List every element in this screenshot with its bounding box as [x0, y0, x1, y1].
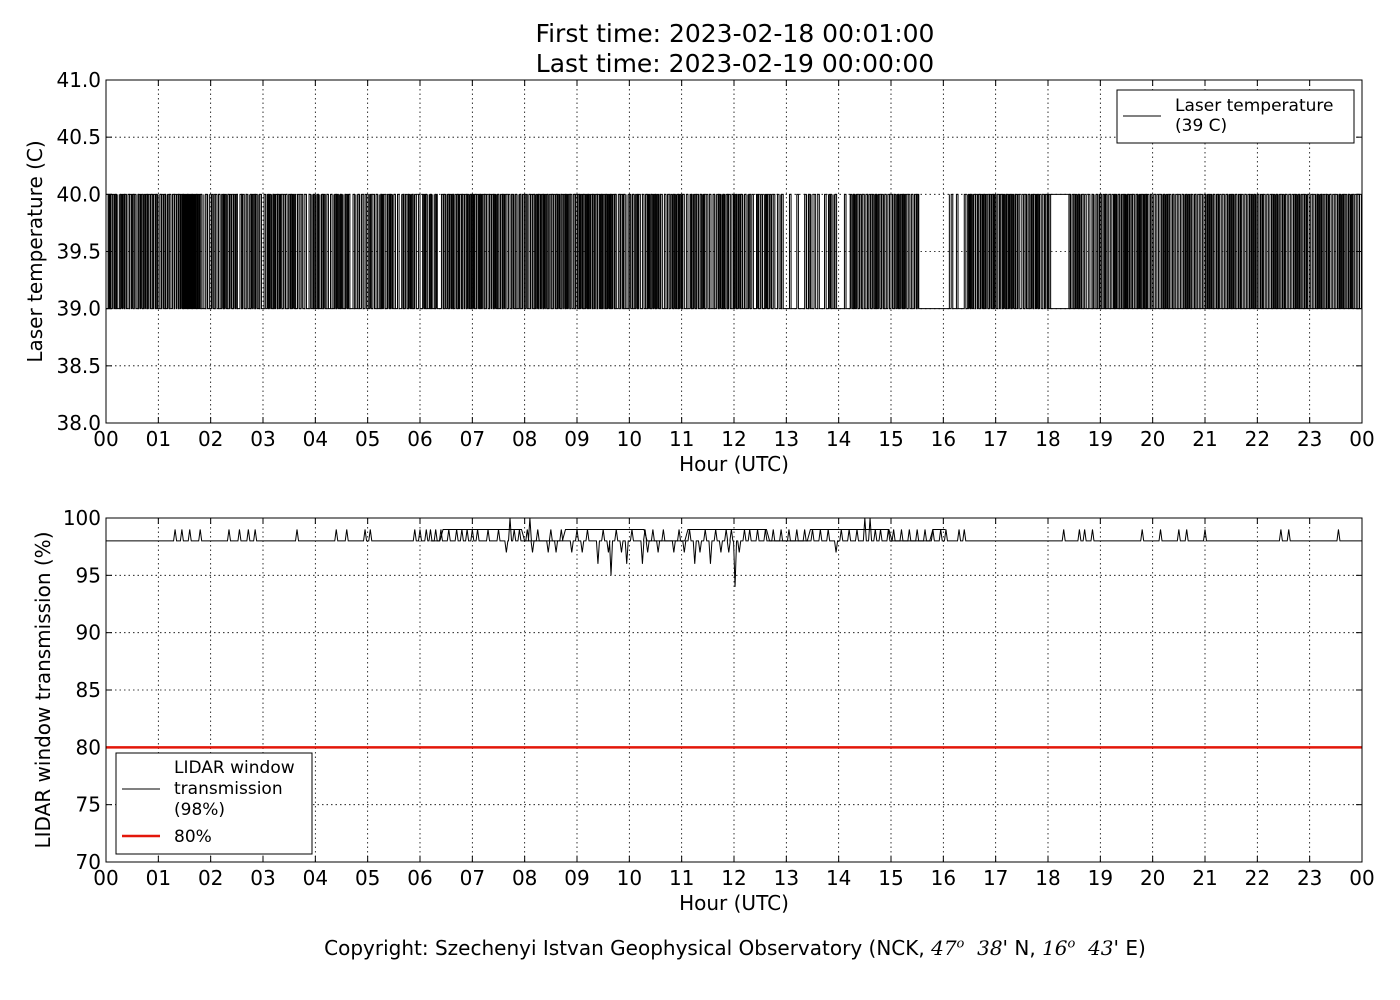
x-tick-label: 06: [407, 866, 432, 890]
x-tick-label: 12: [721, 427, 746, 451]
lidar-transmission-dense-segments: [430, 528, 946, 542]
x-tick-label: 15: [878, 427, 903, 451]
y-tick-label: 95: [76, 563, 101, 587]
x-tick-label: 04: [303, 427, 328, 451]
y-tick-label: 70: [76, 850, 101, 874]
longitude-suffix: ' E): [1113, 936, 1146, 960]
legend-label-lidar-line1: LIDAR window: [174, 758, 295, 778]
x-tick-label: 13: [774, 866, 799, 890]
x-tick-label: 00: [1349, 866, 1374, 890]
x-axis-label: Hour (UTC): [679, 452, 789, 476]
x-tick-label: 10: [617, 427, 642, 451]
y-tick-label: 85: [76, 678, 101, 702]
y-tick-label: 38.5: [56, 354, 101, 378]
y-axis-label: LIDAR window transmission (%): [31, 532, 55, 849]
x-tick-label: 15: [878, 866, 903, 890]
x-tick-label: 09: [564, 427, 589, 451]
x-tick-label: 23: [1297, 866, 1322, 890]
x-tick-label: 20: [1140, 866, 1165, 890]
x-tick-label: 00: [93, 866, 118, 890]
laser-temperature-dense-pulses: [109, 194, 1362, 309]
x-tick-label: 22: [1245, 427, 1270, 451]
latitude-degrees: 47: [931, 936, 957, 960]
x-tick-label: 08: [512, 866, 537, 890]
x-tick-label: 09: [564, 866, 589, 890]
x-axis-label: Hour (UTC): [679, 891, 789, 915]
legend: Laser temperature(39 C): [1116, 89, 1355, 144]
x-tick-label: 11: [669, 427, 694, 451]
x-tick-label: 18: [1035, 866, 1060, 890]
x-tick-label: 05: [355, 427, 380, 451]
y-tick-label: 41.0: [56, 68, 101, 92]
x-tick-label: 22: [1245, 866, 1270, 890]
x-tick-label: 18: [1035, 427, 1060, 451]
x-tick-label: 13: [774, 427, 799, 451]
y-tick-label: 39.0: [56, 297, 101, 321]
legend-label-lidar-line2: transmission: [174, 779, 283, 799]
x-tick-label: 02: [198, 866, 223, 890]
x-tick-label: 07: [460, 427, 485, 451]
x-tick-label: 00: [93, 427, 118, 451]
x-tick-label: 23: [1297, 427, 1322, 451]
x-tick-label: 19: [1088, 427, 1113, 451]
chart-title-line-2: Last time: 2023-02-19 00:00:00: [535, 49, 935, 78]
x-tick-label: 20: [1140, 427, 1165, 451]
x-tick-label: 14: [826, 866, 851, 890]
copyright-prefix: Copyright: Szechenyi Istvan Geophysical …: [324, 936, 932, 960]
plot-frame: [105, 79, 1363, 424]
laser-temperature-panel: 00 01 02 03 04 05 06 07 08 09 10 11 12 13 14 15 16 17 18 19…: [23, 68, 1375, 476]
x-tick-label: 06: [407, 427, 432, 451]
y-tick-label: 75: [76, 793, 101, 817]
x-tick-label: 21: [1192, 427, 1217, 451]
y-tick-label: 100: [63, 506, 101, 530]
x-tick-label: 05: [355, 866, 380, 890]
latitude-suffix: ' N,: [1002, 936, 1043, 960]
x-tick-label: 04: [303, 866, 328, 890]
x-tick-label: 17: [983, 866, 1008, 890]
legend-label-threshold: 80%: [174, 827, 212, 847]
copyright-footer: Copyright: Szechenyi Istvan Geophysical …: [0, 936, 1400, 960]
x-tick-label: 16: [931, 866, 956, 890]
y-tick-label: 39.5: [56, 240, 101, 264]
y-tick-label: 40.0: [56, 182, 101, 206]
chart-title-line-1: First time: 2023-02-18 00:01:00: [535, 19, 935, 48]
y-tick-label: 90: [76, 621, 101, 645]
y-tick-label: 80: [76, 735, 101, 759]
laser-temperature-series-line: [106, 193, 1362, 310]
legend-label-laser-line1: Laser temperature: [1175, 96, 1333, 116]
x-tick-label: 02: [198, 427, 223, 451]
longitude-minutes: 43: [1088, 936, 1114, 960]
x-tick-label: 19: [1088, 866, 1113, 890]
x-tick-label: 07: [460, 866, 485, 890]
plot-frame: [105, 517, 1363, 863]
x-tick-label: 14: [826, 427, 851, 451]
x-tick-label: 01: [146, 427, 171, 451]
grid-lines: [106, 518, 1362, 862]
y-tick-label: 40.5: [56, 125, 101, 149]
legend-label-lidar-line3: (98%): [174, 800, 225, 820]
longitude-degree-symbol: o: [1067, 936, 1076, 952]
x-tick-label: 03: [250, 427, 275, 451]
latitude-minutes: 38: [977, 936, 1003, 960]
lidar-transmission-panel: 00 01 02 03 04 05 06 07 08 09 10 11 12 13 14 15 16 17 18 19…: [31, 506, 1375, 915]
x-tick-label: 00: [1349, 427, 1374, 451]
x-tick-label: 01: [146, 866, 171, 890]
y-axis-label: Laser temperature (C): [23, 140, 47, 362]
x-tick-label: 03: [250, 866, 275, 890]
x-tick-label: 12: [721, 866, 746, 890]
x-tick-label: 16: [931, 427, 956, 451]
latitude-degree-symbol: o: [956, 936, 965, 952]
x-tick-label: 08: [512, 427, 537, 451]
lidar-transmission-band: [430, 528, 946, 542]
x-tick-label: 10: [617, 866, 642, 890]
x-tick-label: 21: [1192, 866, 1217, 890]
longitude-degrees: 16: [1042, 936, 1068, 960]
x-tick-label: 17: [983, 427, 1008, 451]
x-tick-label: 11: [669, 866, 694, 890]
legend-label-laser-line2: (39 C): [1175, 116, 1227, 136]
y-tick-label: 38.0: [56, 411, 101, 435]
